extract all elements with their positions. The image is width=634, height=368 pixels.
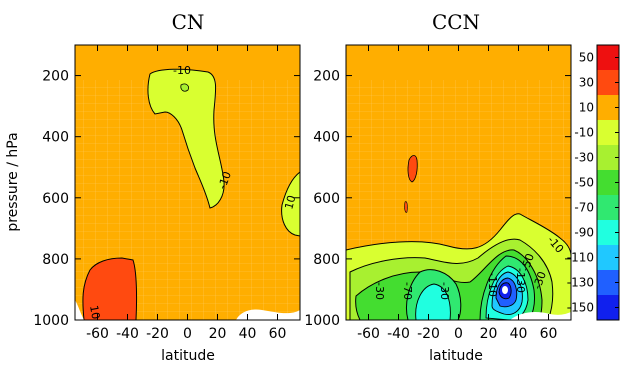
colorbar-tick-label: -90 (574, 226, 594, 240)
x-tick-label: 60 (269, 326, 287, 342)
panel-title: CN (172, 10, 205, 34)
y-tick-label: 400 (42, 130, 69, 146)
core-highlight (502, 286, 508, 294)
contour-label: -50 (519, 252, 537, 273)
colorbar: 50 30 10 -10 -30 -50 -70 -90 -110 -130 -150 (567, 44, 620, 321)
y-axis-label: pressure / hPa (5, 132, 21, 231)
colorbar-tick-label: -150 (567, 301, 594, 315)
contour-label: -10 (173, 64, 191, 77)
contour-region-minus10-right (281, 171, 300, 237)
colorbar-swatch (597, 245, 619, 270)
y-tick-label: 800 (42, 252, 69, 268)
x-tick-label: -40 (116, 326, 139, 342)
x-tick-label: -60 (357, 326, 380, 342)
axes-cn: -60 -40 -20 0 20 40 60 200 400 600 800 1000 (33, 45, 300, 342)
x-tick-label: 0 (183, 326, 192, 342)
contour-inner-minus10 (180, 83, 189, 92)
x-tick-label: 0 (454, 326, 463, 342)
colorbar-swatch (597, 270, 619, 295)
colorbar-swatch (597, 95, 619, 120)
y-tick-label: 600 (313, 191, 340, 207)
x-tick-label: -60 (86, 326, 109, 342)
contour-label: -30 (531, 270, 549, 291)
colorbar-tick-label: -130 (567, 276, 594, 290)
y-tick-label: 600 (42, 191, 69, 207)
x-tick-label: -20 (146, 326, 169, 342)
x-axis-label: latitude (429, 348, 483, 364)
contour-label: -30 (438, 282, 451, 300)
colorbar-swatch (597, 45, 619, 70)
axes-ccn: -60 -40 -20 0 20 40 60 200 400 600 800 1000 (304, 45, 571, 342)
colorbar-swatch (597, 170, 619, 195)
contour-region-minus10 (147, 68, 225, 209)
x-axis-label: latitude (161, 348, 215, 364)
colorbar-swatch (597, 295, 619, 320)
y-tick-label: 1000 (304, 313, 340, 329)
contour-label: -70 (401, 282, 414, 300)
x-tick-label: 60 (540, 326, 558, 342)
x-tick-label: 20 (209, 326, 227, 342)
colorbar-swatch (597, 120, 619, 145)
panel-ccn: CCN -10 -30 -70 -30 -1 (304, 10, 572, 364)
colorbar-swatch (597, 220, 619, 245)
contour-region-plus10 (407, 155, 418, 183)
panel-title: CCN (432, 10, 480, 34)
contour-label: -110 (486, 272, 499, 297)
y-tick-label: 200 (42, 69, 69, 85)
colorbar-swatch (597, 70, 619, 95)
colorbar-tick-label: 50 (579, 51, 594, 65)
colorbar-tick-label: -110 (567, 251, 594, 265)
y-tick-label: 200 (313, 69, 340, 85)
contour-label: -130 (514, 268, 527, 293)
contour-label: 10 (87, 304, 102, 320)
panel-cn: CN -10 -10 10 10 -60 -40 -20 0 20 40 602004006… (5, 10, 301, 364)
y-tick-label: 1000 (33, 313, 69, 329)
colorbar-tick-label: -50 (574, 176, 594, 190)
x-tick-label: -40 (387, 326, 410, 342)
x-tick-label: 20 (480, 326, 498, 342)
x-tick-label: -20 (417, 326, 440, 342)
y-tick-label: 800 (313, 252, 340, 268)
colorbar-tick-label: -30 (574, 151, 594, 165)
missing-data (510, 312, 571, 320)
contour-region-minus90 (415, 283, 451, 320)
contour-region-plus10 (404, 201, 408, 213)
colorbar-tick-label: -70 (574, 201, 594, 215)
colorbar-tick-label: -10 (574, 126, 594, 140)
contour-region-plus10 (82, 257, 138, 320)
missing-data (236, 309, 300, 320)
x-tick-label: 40 (510, 326, 528, 342)
y-tick-label: 400 (313, 130, 340, 146)
x-tick-label: 40 (239, 326, 257, 342)
colorbar-swatch (597, 195, 619, 220)
colorbar-tick-label: 10 (579, 101, 594, 115)
contour-label: -30 (373, 282, 386, 300)
colorbar-tick-label: 30 (579, 76, 594, 90)
colorbar-swatch (597, 145, 619, 170)
contour-label: -10 (216, 170, 234, 191)
missing-data (75, 300, 84, 320)
